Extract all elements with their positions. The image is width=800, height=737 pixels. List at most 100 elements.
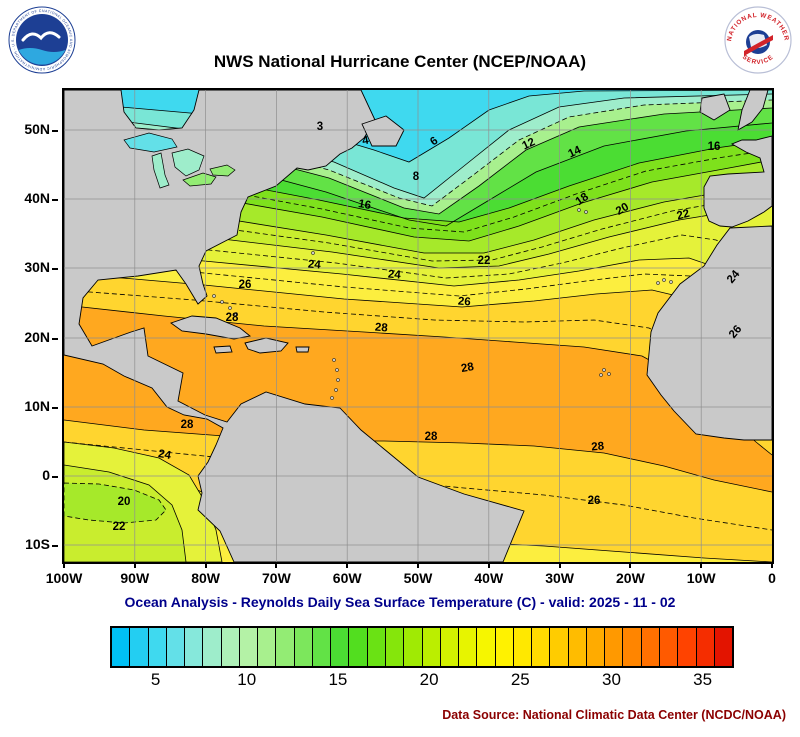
contour-label: 3: [317, 121, 323, 133]
landmass: [213, 345, 233, 354]
colorbar-cell: [367, 628, 386, 666]
colorbar-cell: [385, 628, 405, 666]
colorbar-cell: [605, 628, 624, 666]
lat-axis-label: 10S: [25, 536, 50, 552]
island-dot: [220, 300, 224, 304]
lat-axis-label: 40N: [24, 189, 50, 206]
colorbar-cell: [714, 628, 733, 666]
lat-axis-tick: [52, 476, 58, 478]
lon-axis-label: 70W: [261, 570, 291, 586]
colorbar-cell: [185, 628, 204, 666]
lon-axis-label: 80W: [191, 570, 220, 586]
sst-band: [64, 248, 772, 338]
colorbar-cell: [148, 628, 167, 666]
island-dot: [311, 251, 315, 255]
lon-axis-tick: [629, 562, 632, 568]
island-dot: [212, 294, 216, 298]
sst-patch: [64, 482, 167, 524]
contour-label: 28: [425, 431, 438, 443]
island-dot: [599, 373, 603, 377]
colorbar-tick-labels: 5 10 15 20 25 30 35: [110, 670, 730, 694]
data-source: Data Source: National Climatic Data Cent…: [442, 708, 786, 722]
lat-axis-tick: [52, 337, 58, 340]
colorbar-tick-label: 15: [328, 670, 348, 689]
colorbar-cell: [659, 628, 679, 666]
lon-axis-tick: [346, 562, 349, 568]
lat-axis-label: 10N: [24, 397, 50, 414]
colorbar-cell: [239, 628, 259, 666]
sst-contour: [64, 193, 772, 262]
sst-contour: [64, 149, 772, 233]
sst-contour: [64, 419, 772, 493]
island-dot: [577, 208, 581, 212]
contour-label: 16: [708, 141, 721, 153]
lon-axis-tick: [558, 562, 561, 568]
nws-red-band: [744, 35, 773, 56]
sst-band: [64, 108, 772, 226]
contour-label: 28: [591, 440, 605, 453]
contour-label: 24: [307, 258, 321, 271]
caption: Ocean Analysis - Reynolds Daily Sea Surf…: [124, 594, 676, 610]
colorbar-tick-label: 5: [150, 670, 161, 689]
colorbar-cell: [276, 628, 295, 666]
sst-band: [64, 290, 772, 455]
lat-axis-tick: [52, 129, 58, 132]
lat-axis: 50N 40N 30N 20N 10N 0 10S: [0, 90, 58, 562]
lat-axis-tick: [52, 198, 58, 201]
colorbar-cell: [586, 628, 606, 666]
lon-axis-tick: [133, 562, 136, 568]
colorbar-cell: [440, 628, 460, 666]
colorbar-cell: [349, 628, 368, 666]
island-dot: [662, 278, 666, 282]
island-dot: [669, 280, 673, 284]
lat-axis-tick: [52, 406, 58, 409]
colorbar-tick-label: 20: [419, 670, 439, 689]
colorbar-cell: [166, 628, 186, 666]
lon-axis-label: 40W: [474, 570, 504, 586]
lon-axis-label: 60W: [332, 570, 362, 586]
island-dot: [656, 281, 660, 285]
contour-label: 28: [374, 321, 388, 334]
contour-label: 22: [113, 521, 126, 533]
contour-label: 12: [520, 136, 537, 152]
contour-label: 8: [413, 171, 420, 183]
colorbar-cell: [678, 628, 697, 666]
landmass: [64, 90, 525, 562]
lat-axis-label: 50N: [24, 120, 50, 137]
lake: [182, 172, 217, 187]
island-dot: [332, 358, 336, 362]
contour-label: 20: [614, 201, 631, 218]
contour-label: 22: [478, 255, 491, 267]
colorbar-cell: [258, 628, 277, 666]
contour-label: 24: [387, 268, 401, 281]
lat-axis-tick: [52, 267, 58, 270]
colorbar-cell: [404, 628, 423, 666]
sst-contour: [64, 159, 772, 242]
colorbar-cell: [203, 628, 222, 666]
noaa-seagull-icon: [21, 31, 61, 42]
colorbar-tick-label: 35: [693, 670, 713, 689]
colorbar-cell: [422, 628, 441, 666]
contour-label: 26: [457, 295, 471, 308]
colorbar-tick-label: 30: [602, 670, 621, 689]
colorbar-tick-label: 10: [237, 670, 257, 689]
contour-label: 24: [157, 448, 172, 462]
landmass: [295, 346, 310, 353]
colorbar-cell: [130, 628, 149, 666]
island-dot: [330, 396, 334, 400]
contour-label: 16: [357, 198, 372, 212]
colorbar-cell: [112, 628, 131, 666]
lon-axis-tick: [417, 562, 419, 568]
landmass: [361, 115, 405, 147]
colorbar-cell: [331, 628, 350, 666]
lat-axis-tick: [52, 545, 58, 547]
landmass: [737, 90, 769, 131]
lat-axis-label: 0: [42, 467, 50, 483]
colorbar-tick-label: 25: [510, 670, 530, 689]
contour-label: 20: [118, 496, 131, 508]
colorbar-cell: [696, 628, 715, 666]
noaa-emblem-sea: [18, 48, 66, 65]
lake: [171, 148, 205, 177]
contour-label: 28: [181, 419, 194, 431]
